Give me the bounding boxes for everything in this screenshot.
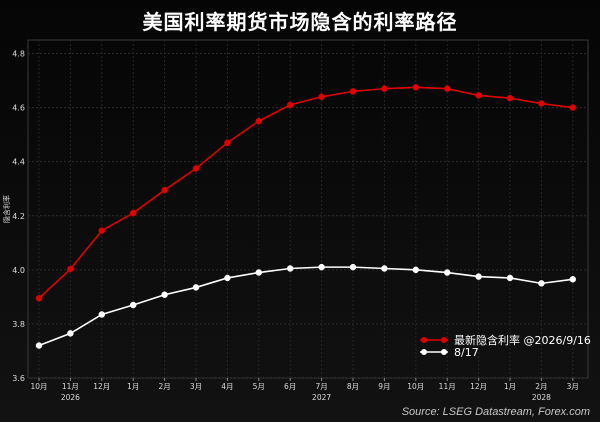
data-point	[443, 85, 451, 92]
y-tick-label: 3.6	[12, 374, 25, 383]
x-tick-label: 2月	[535, 382, 547, 391]
series-line-previous	[38, 266, 573, 347]
source-note: Source: LSEG Datastream, Forex.com	[401, 406, 590, 418]
data-point	[129, 209, 137, 217]
data-point	[224, 274, 231, 282]
data-point	[35, 342, 43, 349]
data-point	[318, 93, 325, 101]
data-point	[67, 265, 74, 273]
data-point	[349, 263, 357, 271]
x-tick-label: 11月	[439, 382, 456, 391]
y-axis-label: 隐含利率	[2, 195, 11, 223]
data-point	[475, 92, 482, 99]
x-tick-label: 11月	[62, 382, 79, 391]
data-point	[255, 269, 263, 276]
series-layer	[35, 84, 577, 349]
data-point	[412, 266, 420, 274]
x-tick-label: 8月	[347, 382, 359, 391]
y-tick-label: 4.4	[12, 158, 25, 167]
data-point	[192, 284, 200, 291]
plot-frame	[27, 39, 589, 379]
data-point	[161, 186, 168, 194]
y-tick-label: 4.2	[12, 212, 25, 221]
data-point	[569, 276, 577, 283]
legend-marker	[421, 349, 427, 355]
data-point	[318, 263, 325, 271]
x-tick-label: 3月	[190, 382, 202, 391]
data-point	[381, 85, 388, 92]
data-point	[506, 274, 514, 282]
x-tick-label: 2月	[158, 382, 170, 391]
data-point	[286, 265, 294, 272]
data-point	[98, 311, 106, 318]
data-point	[506, 94, 514, 102]
y-tick-label: 4.0	[12, 266, 25, 275]
x-tick-label: 10月	[30, 382, 47, 391]
y-tick-label: 4.6	[12, 104, 25, 113]
x-tick-label: 6月	[284, 382, 296, 391]
data-point	[286, 101, 294, 109]
legend-label: 8/17	[454, 346, 479, 359]
chart-title: 美国利率期货市场隐含的利率路径	[142, 10, 458, 34]
x-tick-label: 5月	[253, 382, 265, 391]
x-year-label: 2027	[312, 393, 331, 402]
data-point	[538, 100, 545, 107]
x-tick-label: 10月	[407, 382, 424, 391]
data-point	[381, 265, 388, 272]
data-point	[412, 84, 420, 91]
legend-label: 最新隐含利率 @2026/9/16	[454, 333, 591, 347]
y-tick-label: 4.8	[12, 50, 25, 59]
data-point	[443, 269, 451, 276]
y-tick-label: 3.8	[12, 320, 25, 329]
data-point	[475, 273, 482, 280]
data-point	[255, 117, 263, 125]
axes: 3.6 3.8 4.0 4.2 4.4 4.6 4.8 10月 11月 12月 1月 2月 3月 4月 5月…	[2, 50, 579, 402]
x-tick-label: 1月	[504, 382, 516, 391]
x-year-label: 2028	[532, 393, 551, 402]
x-tick-label: 4月	[221, 382, 233, 391]
data-point	[569, 104, 577, 111]
x-tick-label: 12月	[93, 382, 110, 391]
data-point	[67, 330, 74, 337]
x-tick-label: 1月	[127, 382, 139, 391]
legend-marker	[421, 337, 427, 343]
data-point	[224, 139, 231, 147]
x-tick-label: 12月	[470, 382, 487, 391]
grid	[27, 39, 589, 379]
x-tick-label: 9月	[378, 382, 390, 391]
data-point	[98, 227, 106, 234]
legend-marker	[441, 349, 447, 355]
legend: 最新隐含利率 @2026/9/168/17	[420, 333, 591, 359]
data-point	[161, 291, 168, 298]
data-point	[349, 88, 357, 95]
series-line-latest	[38, 86, 573, 299]
data-point	[192, 165, 200, 172]
data-point	[538, 280, 545, 287]
x-tick-label: 3月	[567, 382, 579, 391]
data-point	[129, 301, 137, 309]
x-year-label: 2026	[61, 393, 80, 402]
data-point	[35, 294, 43, 302]
x-tick-label: 7月	[315, 382, 327, 391]
legend-marker	[441, 337, 447, 343]
